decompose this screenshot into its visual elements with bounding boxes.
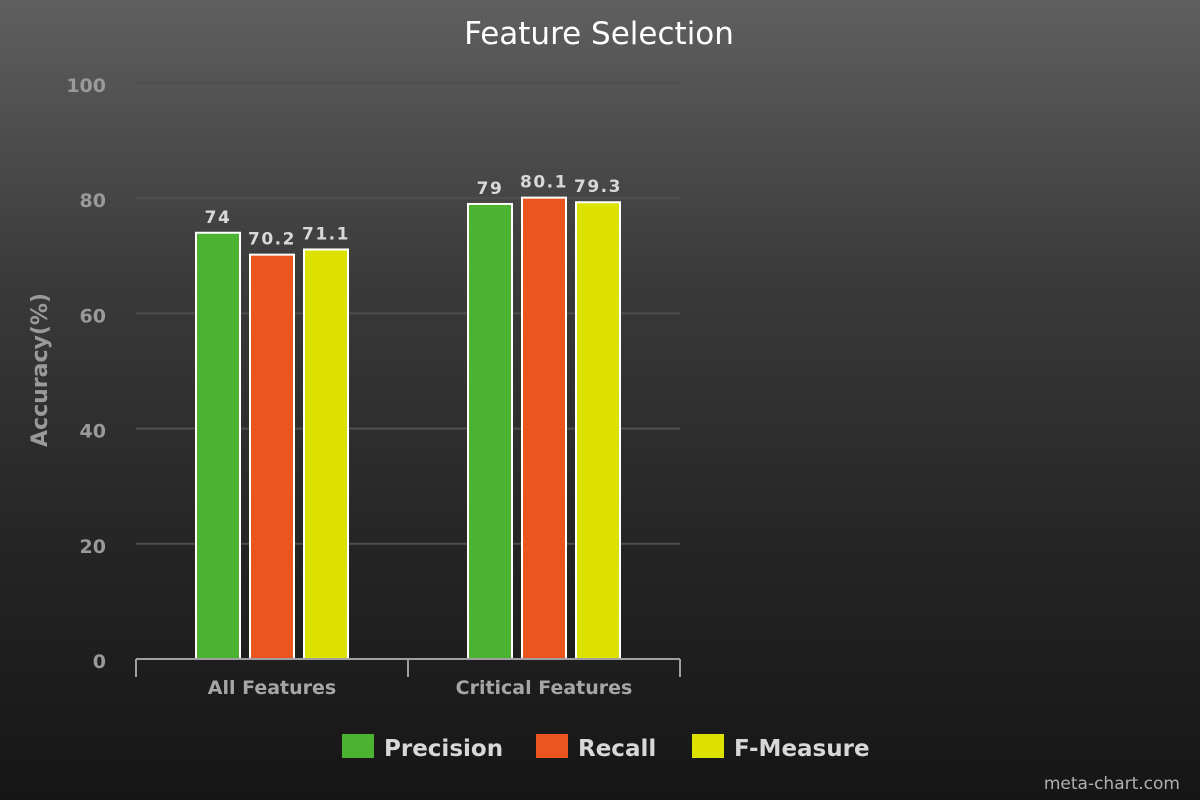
x-axis [135,658,681,677]
y-tick-label: 60 [80,305,106,327]
legend-item-f-measure[interactable]: F-Measure [692,734,870,762]
legend-swatch [536,734,568,758]
y-tick-label: 80 [80,190,106,212]
x-tick-label: All Features [208,677,336,699]
bar-f-measure [303,248,349,661]
legend-label: Precision [384,736,503,762]
bar-recall [521,196,567,660]
bar-precision [195,231,241,660]
y-axis-label: Accuracy(%) [28,293,53,447]
data-label: 71.1 [302,224,350,244]
credit-text: meta-chart.com [1044,774,1180,794]
y-tick-label: 100 [66,75,106,97]
legend-swatch [692,734,724,758]
data-label: 74 [205,208,232,228]
data-label: 70.2 [248,230,296,250]
bar-precision [467,202,513,661]
y-tick-label: 40 [80,421,106,443]
legend-item-recall[interactable]: Recall [536,734,656,762]
bar-f-measure [575,201,621,660]
data-label: 79.3 [574,177,622,197]
x-axis-ticks: All Features Critical Features [208,677,633,699]
legend-label: F-Measure [734,736,870,762]
bars [195,196,621,661]
legend-item-precision[interactable]: Precision [342,734,503,762]
legend-swatch [342,734,374,758]
bar-recall [249,253,295,660]
legend-label: Recall [578,736,656,762]
y-axis-ticks: 0 20 40 60 80 100 [66,75,106,673]
data-labels: 74 70.2 71.1 79 80.1 79.3 [205,173,622,250]
data-label: 80.1 [520,173,568,193]
data-label: 79 [477,179,504,199]
y-tick-label: 20 [80,536,106,558]
y-tick-label: 0 [93,651,106,673]
legend: Precision Recall F-Measure [342,734,870,762]
chart-title: Feature Selection [464,16,734,52]
x-tick-label: Critical Features [456,677,633,699]
